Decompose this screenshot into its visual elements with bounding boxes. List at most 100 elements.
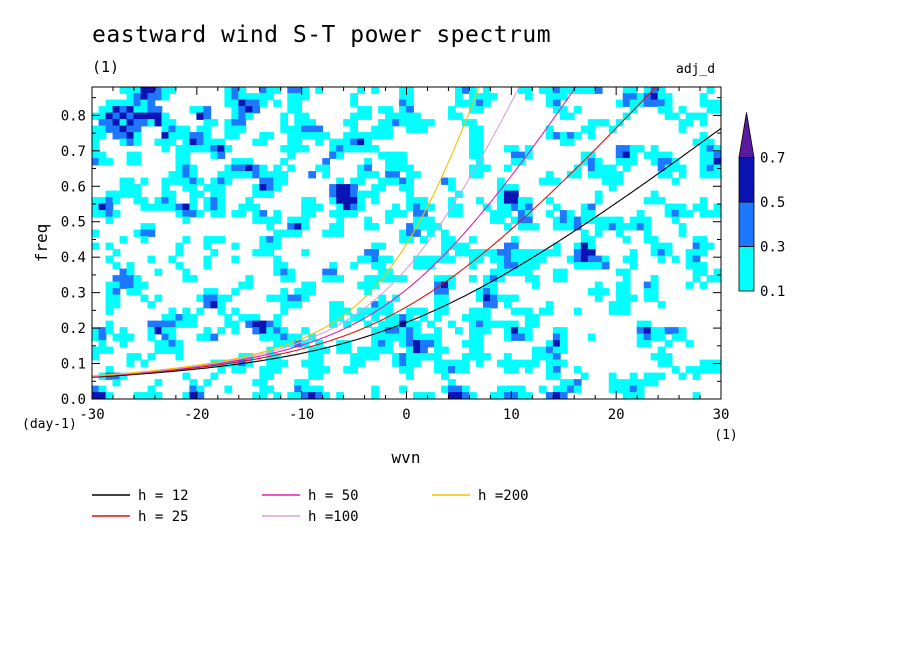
power-cell	[154, 138, 163, 146]
power-cell	[133, 106, 142, 114]
power-cell	[315, 87, 324, 94]
power-cell	[420, 314, 428, 322]
power-cell	[629, 93, 638, 101]
power-cell	[448, 236, 456, 244]
power-cell	[182, 307, 191, 315]
power-cell	[524, 197, 533, 205]
power-cell	[350, 190, 358, 198]
power-cell	[98, 385, 107, 393]
power-cell	[168, 190, 177, 198]
power-cell	[503, 242, 512, 250]
power-cell	[245, 106, 254, 114]
power-cell	[357, 203, 365, 211]
power-cell	[112, 301, 121, 309]
power-cell	[552, 249, 561, 257]
power-cell	[147, 106, 156, 114]
power-cell	[510, 203, 519, 211]
power-cell	[392, 353, 400, 361]
power-cell	[601, 262, 610, 270]
power-cell	[510, 385, 519, 393]
power-cell	[343, 307, 351, 315]
power-cell	[462, 340, 470, 348]
power-cell	[664, 106, 673, 114]
power-cell	[503, 366, 512, 374]
power-cell	[469, 333, 477, 341]
power-cell	[231, 255, 240, 263]
power-cell	[385, 320, 393, 328]
power-cell	[587, 158, 596, 166]
power-cell	[287, 164, 296, 172]
power-cell	[545, 177, 554, 185]
power-cell	[427, 353, 435, 361]
power-cell	[531, 262, 540, 270]
power-cell	[238, 158, 247, 166]
power-cell	[594, 281, 603, 289]
power-cell	[140, 106, 149, 114]
power-cell	[175, 340, 184, 348]
power-cell	[685, 340, 694, 348]
power-cell	[175, 145, 184, 153]
power-cell	[378, 177, 386, 185]
power-cell	[119, 236, 128, 244]
power-cell	[482, 327, 491, 335]
power-cell	[126, 262, 135, 270]
power-cell	[552, 87, 561, 94]
power-cell	[427, 223, 435, 231]
power-cell	[175, 132, 184, 140]
power-cell	[133, 125, 142, 133]
power-cell	[566, 171, 575, 179]
x-tick-label: -20	[184, 407, 209, 423]
power-cell	[657, 333, 666, 341]
power-cell	[175, 242, 184, 250]
power-cell	[217, 307, 226, 315]
power-cell	[126, 112, 135, 120]
power-cell	[119, 333, 128, 341]
power-cell	[455, 249, 463, 257]
power-cell	[455, 385, 463, 393]
power-cell	[357, 177, 365, 185]
power-cell	[182, 138, 191, 146]
power-cell	[601, 164, 610, 172]
power-cell	[385, 164, 393, 172]
power-cell	[385, 333, 393, 341]
power-cell	[692, 112, 701, 120]
power-cell	[650, 333, 659, 341]
x-tick-label: -30	[79, 407, 104, 423]
power-cell	[517, 249, 526, 257]
power-cell	[545, 125, 554, 133]
power-cell	[273, 359, 282, 367]
power-cell	[420, 125, 428, 133]
power-cell	[343, 132, 351, 140]
power-cell	[685, 249, 694, 257]
power-cell	[685, 366, 694, 374]
power-cell	[259, 372, 268, 380]
power-cell	[475, 340, 484, 348]
power-cell	[196, 307, 205, 315]
power-cell	[657, 301, 666, 309]
power-cell	[112, 275, 121, 283]
power-cell	[650, 353, 659, 361]
power-cell	[280, 294, 289, 302]
power-cell	[699, 151, 708, 159]
power-cell	[105, 255, 114, 263]
power-cell	[657, 197, 666, 205]
power-cell	[280, 171, 289, 179]
power-cell	[406, 320, 414, 328]
power-cell	[357, 164, 365, 172]
power-cell	[266, 359, 275, 367]
power-cell	[336, 145, 344, 153]
power-cell	[559, 327, 568, 335]
dispersion-curve	[92, 127, 721, 378]
power-cell	[203, 112, 212, 120]
power-cell	[189, 106, 198, 114]
power-cell	[252, 184, 261, 192]
power-cell	[224, 93, 233, 101]
power-cell	[378, 320, 386, 328]
power-cell	[294, 385, 303, 393]
power-cell	[280, 158, 289, 166]
power-cell	[441, 242, 449, 250]
power-cell	[98, 106, 107, 114]
power-cell	[196, 177, 205, 185]
power-cell	[329, 210, 338, 218]
